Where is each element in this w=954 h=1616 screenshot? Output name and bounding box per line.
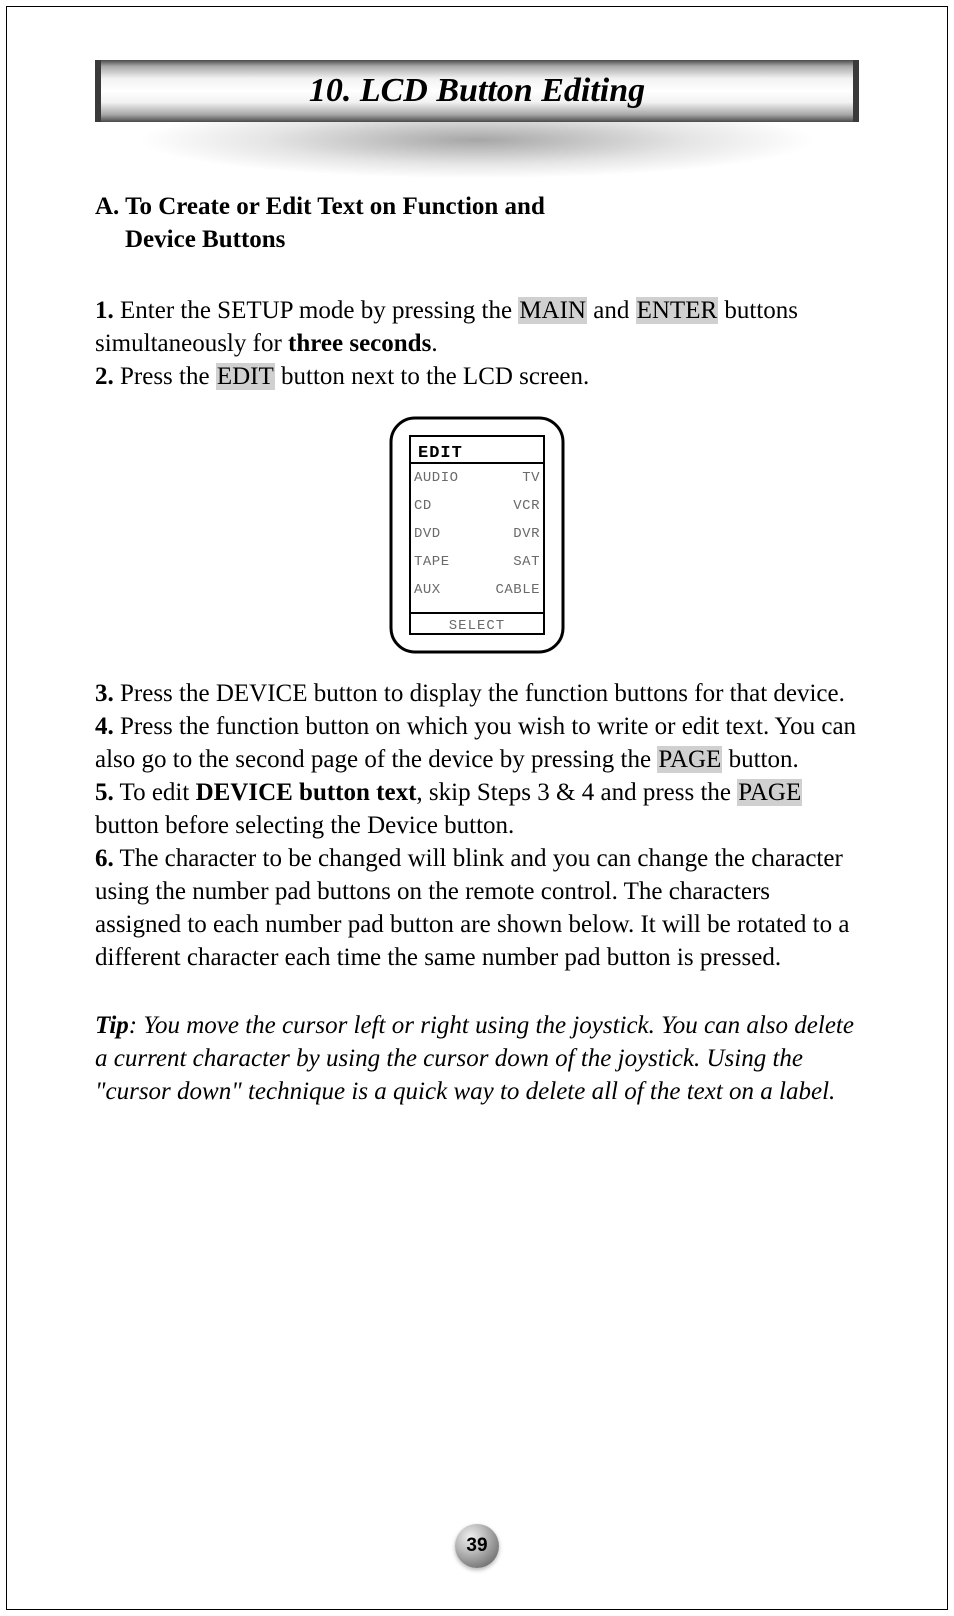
step-5-text-b: , skip Steps 3 & 4 and press the [416,779,737,806]
step-num-5: 5. [95,779,114,806]
step-3: 3. Press the DEVICE button to display th… [95,677,859,710]
step-4-text-b: button. [722,746,798,773]
lcd-svg: EDIT AUDIO TV CD VCR DVD DVR TAPE SAT AUX CABLE S… [388,415,566,655]
step-1: 1. Enter the SETUP mode by pressing the … [95,294,859,360]
page-number-container: 39 [0,1524,954,1568]
step-1-text-d: . [431,330,437,357]
tip-paragraph: Tip: You move the cursor left or right u… [95,1009,859,1108]
step-5: 5. To edit DEVICE button text, skip Step… [95,776,859,842]
svg-text:DVD: DVD [414,526,441,542]
section-heading-line2: Device Buttons [95,223,859,256]
svg-text:CABLE: CABLE [495,582,540,598]
highlight-edit: EDIT [216,363,275,390]
step-num-3: 3. [95,680,114,707]
step-2: 2. Press the EDIT button next to the LCD… [95,360,859,393]
svg-text:AUX: AUX [414,582,441,598]
highlight-page-1: PAGE [657,746,722,773]
step-6-text: The character to be changed will blink a… [95,845,849,971]
content-region: A. To Create or Edit Text on Function an… [95,190,859,1108]
svg-text:DVR: DVR [513,526,540,542]
step-num-1: 1. [95,297,114,324]
step-3-text: Press the DEVICE button to display the f… [114,680,845,707]
highlight-enter: ENTER [636,297,719,324]
svg-text:TV: TV [522,470,540,486]
step-2-text-b: button next to the LCD screen. [275,363,590,390]
svg-text:CD: CD [414,498,432,514]
svg-text:AUDIO: AUDIO [414,470,459,486]
page-number: 39 [455,1524,499,1568]
highlight-page-2: PAGE [737,779,802,806]
step-5-text-c: button before selecting the Device butto… [95,812,514,839]
step-1-text-b: and [587,297,636,324]
title-bar-container: 10. LCD Button Editing [95,60,859,150]
svg-text:SELECT: SELECT [449,618,505,634]
step-1-text-a: Enter the SETUP mode by pressing the [114,297,519,324]
svg-text:EDIT: EDIT [418,444,463,463]
section-heading-line1: A. To Create or Edit Text on Function an… [95,190,859,223]
svg-text:SAT: SAT [513,554,540,570]
page-title: 10. LCD Button Editing [309,72,645,110]
step-num-2: 2. [95,363,114,390]
step-1-bold: three seconds [288,330,431,357]
title-bar: 10. LCD Button Editing [95,60,859,122]
step-5-bold: DEVICE button text [196,779,417,806]
svg-text:VCR: VCR [513,498,540,514]
lcd-diagram: EDIT AUDIO TV CD VCR DVD DVR TAPE SAT AUX CABLE S… [95,415,859,655]
step-5-text-a: To edit [114,779,196,806]
step-2-text-a: Press the [114,363,216,390]
highlight-main: MAIN [518,297,587,324]
section-heading: A. To Create or Edit Text on Function an… [95,190,859,256]
step-num-6: 6. [95,845,114,872]
tip-text: : You move the cursor left or right usin… [95,1012,854,1105]
step-4: 4. Press the function button on which yo… [95,710,859,776]
step-num-4: 4. [95,713,114,740]
svg-text:TAPE: TAPE [414,554,450,570]
tip-label: Tip [95,1012,129,1039]
step-6: 6. The character to be changed will blin… [95,842,859,974]
